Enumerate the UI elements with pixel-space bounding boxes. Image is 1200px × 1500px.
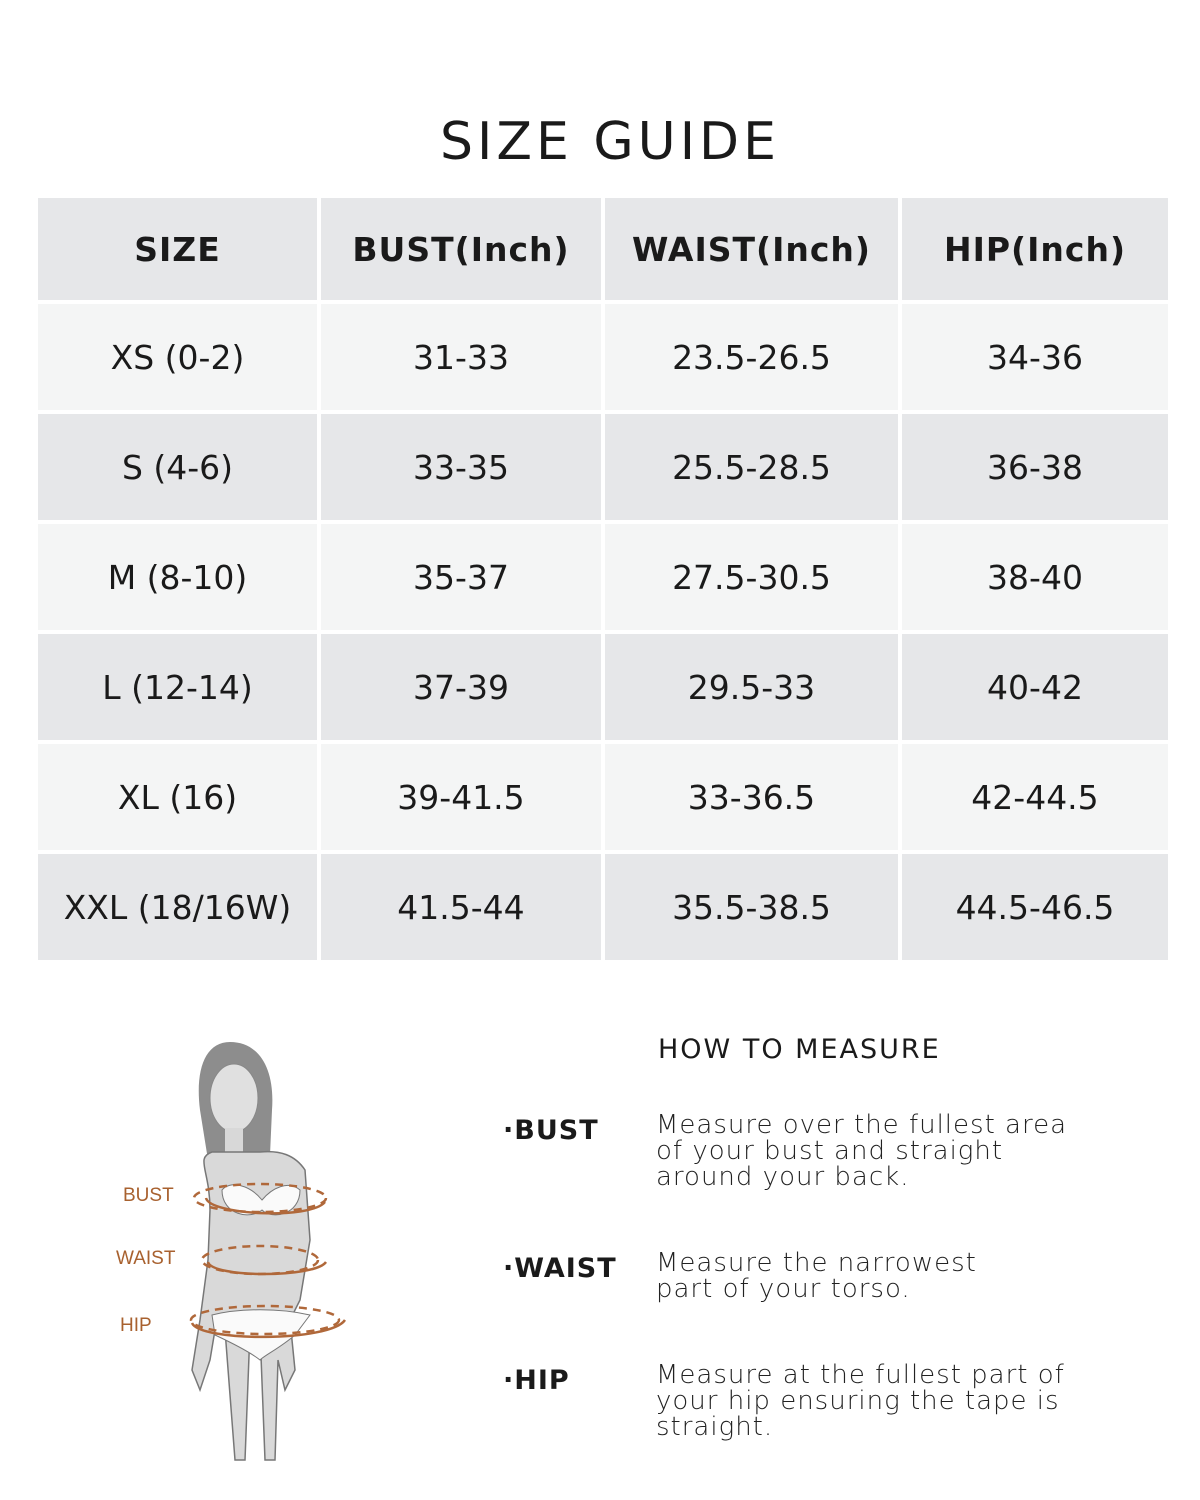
cell-bust: 33-35	[321, 414, 601, 520]
bullet-icon: ·	[503, 1365, 515, 1396]
figure-label-waist: WAIST	[116, 1248, 176, 1269]
cell-size: XS (0-2)	[38, 304, 317, 410]
bullet-icon: ·	[503, 1253, 515, 1284]
cell-bust: 37-39	[321, 634, 601, 740]
description-line: Measure at the fullest part of	[656, 1360, 1065, 1390]
description-line: straight.	[656, 1412, 774, 1442]
measure-description: Measure over the fullest area of your bus…	[656, 1112, 1067, 1190]
cell-size: M (8-10)	[38, 524, 317, 630]
cell-hip: 40-42	[902, 634, 1168, 740]
header-size: SIZE	[38, 198, 317, 300]
cell-size: S (4-6)	[38, 414, 317, 520]
cell-hip: 34-36	[902, 304, 1168, 410]
measure-label-text: HIP	[514, 1365, 570, 1396]
cell-waist: 29.5-33	[605, 634, 898, 740]
cell-hip: 36-38	[902, 414, 1168, 520]
figure-label-bust: BUST	[123, 1185, 174, 1206]
cell-waist: 25.5-28.5	[605, 414, 898, 520]
description-line: Measure the narrowest	[656, 1248, 977, 1278]
bullet-icon: ·	[503, 1115, 515, 1146]
cell-bust: 41.5-44	[321, 854, 601, 960]
cell-size: XXL (18/16W)	[38, 854, 317, 960]
cell-hip: 44.5-46.5	[902, 854, 1168, 960]
header-bust: BUST(Inch)	[321, 198, 601, 300]
figure-label-hip: HIP	[120, 1315, 152, 1336]
measure-label-bust: ·BUST	[503, 1115, 599, 1146]
description-line: around your back.	[656, 1162, 910, 1192]
measure-label-waist: ·WAIST	[503, 1253, 617, 1284]
header-hip: HIP(Inch)	[902, 198, 1168, 300]
description-line: Measure over the fullest area	[656, 1110, 1068, 1140]
cell-waist: 33-36.5	[605, 744, 898, 850]
body-figure-icon	[189, 1042, 347, 1461]
cell-hip: 38-40	[902, 524, 1168, 630]
measure-description: Measure the narrowest part of your torso.	[656, 1250, 977, 1302]
measure-label-text: BUST	[514, 1115, 599, 1146]
size-table: SIZE BUST(Inch) WAIST(Inch) HIP(Inch) XS…	[38, 198, 1168, 960]
cell-waist: 35.5-38.5	[605, 854, 898, 960]
description-line: part of your torso.	[656, 1274, 911, 1304]
cell-bust: 39-41.5	[321, 744, 601, 850]
cell-hip: 42-44.5	[902, 744, 1168, 850]
cell-size: XL (16)	[38, 744, 317, 850]
measure-label-hip: ·HIP	[503, 1365, 570, 1396]
how-to-measure-title: HOW TO MEASURE	[658, 1034, 941, 1065]
description-line: your hip ensuring the tape is	[656, 1386, 1060, 1416]
header-waist: WAIST(Inch)	[605, 198, 898, 300]
description-line: of your bust and straight	[656, 1136, 1004, 1166]
measure-label-text: WAIST	[514, 1253, 617, 1284]
measure-description: Measure at the fullest part of your hip e…	[656, 1362, 1065, 1440]
body-measurement-illustration: BUST WAIST HIP	[100, 1030, 380, 1470]
cell-waist: 27.5-30.5	[605, 524, 898, 630]
cell-bust: 31-33	[321, 304, 601, 410]
page-title: SIZE GUIDE	[440, 112, 780, 172]
cell-waist: 23.5-26.5	[605, 304, 898, 410]
cell-size: L (12-14)	[38, 634, 317, 740]
cell-bust: 35-37	[321, 524, 601, 630]
